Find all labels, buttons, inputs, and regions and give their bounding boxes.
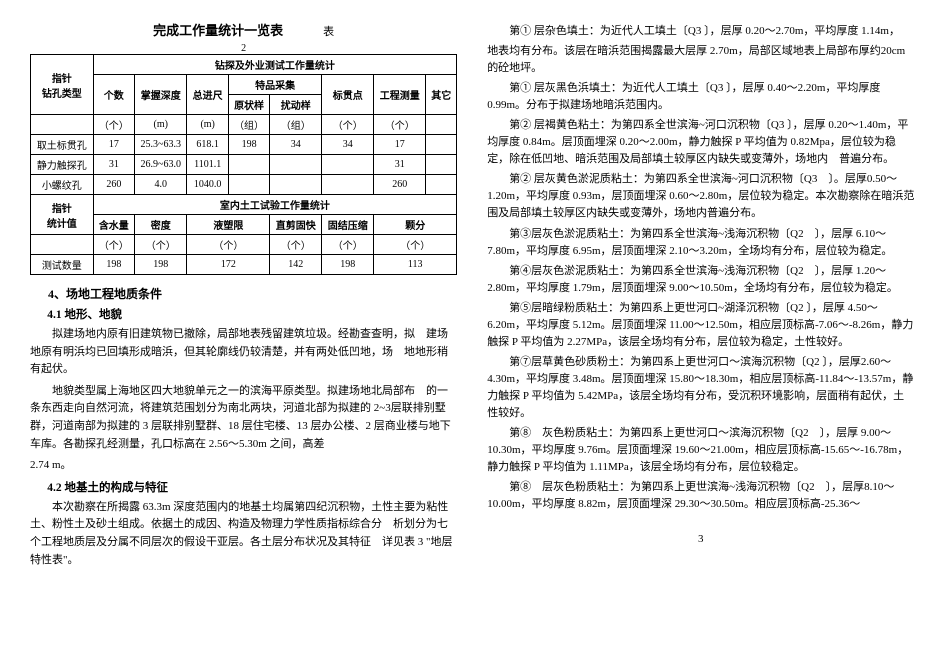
t1-u7: （个） xyxy=(374,115,426,135)
t1-col-2: 掌握深度 xyxy=(135,75,187,115)
p41a: 拟建场地内原有旧建筑物已撤除，局部地表残留建筑垃圾。经勘查查明，拟 建场地原有明… xyxy=(30,326,457,379)
section-4-title: 4、场地工程地质条件 xyxy=(30,285,457,302)
r-p6: 第③层灰色淤泥质粘土：为第四系全世滨海~浅海沉积物〔Q2 〕，层厚 6.10～7… xyxy=(487,226,914,260)
t1-col-5: 标贯点 xyxy=(322,75,374,115)
t1-u5: （组） xyxy=(270,115,322,135)
t1-header-span: 钻探及外业测试工作量统计 xyxy=(93,55,457,75)
table-row: 取土标贯孔 17 25.3~63.3 618.1 198 34 34 17 xyxy=(31,135,457,155)
t1-u6: （个） xyxy=(322,115,374,135)
t1-rowlabel-2: 钻孔类型 xyxy=(35,85,89,100)
t1-u1: （个） xyxy=(93,115,134,135)
r-p7: 第④层灰色淤泥质粘土：为第四系全世滨海~浅海沉积物〔Q2 〕，层厚 1.20～2… xyxy=(487,263,914,297)
t1-rowlabel-1: 指针 xyxy=(35,70,89,85)
t2-col-1: 含水量 xyxy=(93,215,134,235)
p41c: 2.74 m。 xyxy=(30,457,457,475)
p41b: 地貌类型属上海地区四大地貌单元之一的滨海平原类型。拟建场地北局部布 的一条东西走… xyxy=(30,383,457,453)
r-p2: 地表均有分布。该层在暗浜范围揭露最大层厚 2.70m，局部区域地表上局部布厚约2… xyxy=(487,43,914,77)
t1-u3: (m) xyxy=(187,115,228,135)
r-p1: 第① 层杂色填土：为近代人工填土〔Q3 〕，层厚 0.20～2.70m，平均厚度… xyxy=(487,23,914,40)
t2-col-3: 液塑限 xyxy=(187,215,270,235)
t1-col-7: 其它 xyxy=(426,75,457,115)
table-title-main: 完成工作量统计一览表 xyxy=(153,20,283,39)
table-title-side: 表 xyxy=(323,23,334,39)
r-p4: 第② 层褐黄色粘土：为第四系全世滨海~河口沉积物〔Q3 〕，层厚 0.20～1.… xyxy=(487,117,914,168)
p42a: 本次勘察在所揭露 63.3m 深度范围内的地基土均属第四纪沉积物，土性主要为粘性… xyxy=(30,499,457,569)
t2-u5: （个） xyxy=(322,235,374,255)
table-row: 测试数量 198 198 172 142 198 113 xyxy=(31,255,457,275)
t2-u4: （个） xyxy=(270,235,322,255)
r-p5: 第② 层灰黄色淤泥质粘土：为第四系全世滨海~河口沉积物〔Q3 〕。层厚0.50～… xyxy=(487,171,914,222)
table-title-row: 完成工作量统计一览表 表 xyxy=(30,20,457,39)
r-p11: 第⑧ 层灰色粉质粘土：为第四系上更世滨海~浅海沉积物〔Q2 〕，层厚8.10～1… xyxy=(487,479,914,513)
t2-col-4: 直剪固快 xyxy=(270,215,322,235)
r-p10: 第⑧ 灰色粉质粘土：为第四系上更世河口～滨海沉积物〔Q2 〕，层厚 9.00～1… xyxy=(487,425,914,476)
t1-col-1: 个数 xyxy=(93,75,134,115)
t2-header-span: 室内土工试验工作量统计 xyxy=(93,195,457,215)
t2-rowlabel-1: 指针 xyxy=(35,200,89,215)
section-41-title: 4.1 地形、地貌 xyxy=(30,306,457,322)
workload-table-1: 指针 钻孔类型 钻探及外业测试工作量统计 个数 掌握深度 总进尺 特品采集 标贯… xyxy=(30,54,457,275)
t2-col-5: 固结压缩 xyxy=(322,215,374,235)
table-row: 静力触探孔 31 26.9~63.0 1101.1 31 xyxy=(31,155,457,175)
t2-u3: （个） xyxy=(187,235,270,255)
t2-u6: （个） xyxy=(374,235,457,255)
table-title-sub: 2 xyxy=(30,43,457,54)
t2-col-6: 颗分 xyxy=(374,215,457,235)
page-number: 3 xyxy=(487,533,914,545)
t2-col-2: 密度 xyxy=(135,215,187,235)
t1-u2: (m) xyxy=(135,115,187,135)
r-p3: 第① 层灰黑色浜填土：为近代人工填土〔Q3 〕，层厚 0.40～2.20m，平均… xyxy=(487,80,914,114)
t2-rowlabel-2: 统计值 xyxy=(35,215,89,230)
t1-col-6: 工程测量 xyxy=(374,75,426,115)
r-p9: 第⑦层草黄色砂质粉土：为第四系上更世河口～滨海沉积物〔Q2 〕，层厚2.60～4… xyxy=(487,354,914,422)
t1-col-4g: 特品采集 xyxy=(228,75,321,95)
t2-u1: （个） xyxy=(93,235,134,255)
t1-u4: （组） xyxy=(228,115,269,135)
section-42-title: 4.2 地基土的构成与特征 xyxy=(30,479,457,495)
r-p8: 第⑤层暗绿粉质粘土：为第四系上更世河口~湖泽沉积物〔Q2 〕，层厚 4.50～6… xyxy=(487,300,914,351)
t1-col-4a: 原状样 xyxy=(228,95,269,115)
t1-col-4b: 扰动样 xyxy=(270,95,322,115)
t1-col-3: 总进尺 xyxy=(187,75,228,115)
table-row: 小螺纹孔 260 4.0 1040.0 260 xyxy=(31,175,457,195)
t2-u2: （个） xyxy=(135,235,187,255)
